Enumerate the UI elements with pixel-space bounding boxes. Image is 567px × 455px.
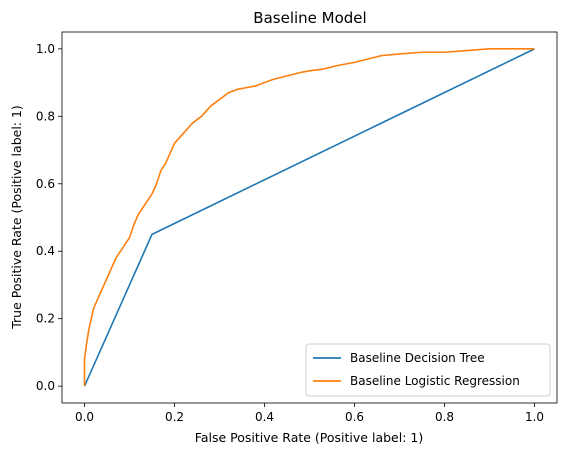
y-axis-label: True Positive Rate (Positive label: 1) bbox=[9, 105, 24, 330]
y-tick-label: 0.8 bbox=[36, 109, 55, 123]
chart-title: Baseline Model bbox=[253, 9, 366, 27]
x-axis-label: False Positive Rate (Positive label: 1) bbox=[195, 430, 423, 445]
y-tick-label: 0.6 bbox=[36, 177, 55, 191]
y-tick-label: 0.0 bbox=[36, 379, 55, 393]
plot-frame bbox=[61, 31, 558, 404]
legend: Baseline Decision Tree Baseline Logistic… bbox=[305, 343, 551, 397]
x-tick-label: 0.2 bbox=[165, 410, 184, 424]
series-line-0 bbox=[83, 48, 535, 387]
y-tick-label: 0.4 bbox=[36, 244, 55, 258]
x-tick-label: 1.0 bbox=[525, 410, 544, 424]
legend-label-decision-tree: Baseline Decision Tree bbox=[350, 351, 485, 365]
x-tick-label: 0.4 bbox=[255, 410, 274, 424]
x-tick-label: 0.6 bbox=[345, 410, 364, 424]
x-tick-label: 0.8 bbox=[435, 410, 454, 424]
x-tick-label: 0.0 bbox=[75, 410, 94, 424]
x-axis: 0.0 0.2 0.4 0.6 0.8 1.0 bbox=[75, 403, 544, 424]
legend-box bbox=[305, 343, 551, 397]
plot-area bbox=[83, 48, 535, 387]
legend-label-logistic-regression: Baseline Logistic Regression bbox=[350, 374, 520, 388]
series-line-1 bbox=[83, 48, 535, 387]
y-tick-label: 0.2 bbox=[36, 312, 55, 326]
y-axis: 0.0 0.2 0.4 0.6 0.8 1.0 bbox=[36, 42, 62, 393]
y-tick-label: 1.0 bbox=[36, 42, 55, 56]
